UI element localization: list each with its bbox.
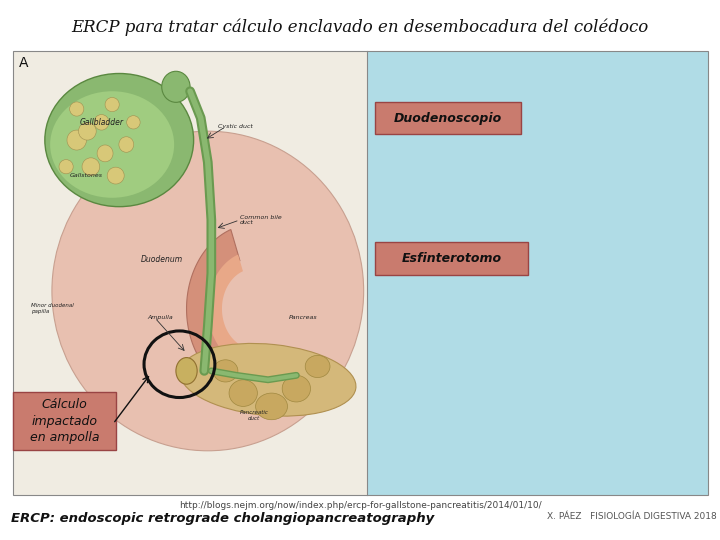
Text: Cálculo
impactado
en ampolla: Cálculo impactado en ampolla (30, 398, 99, 444)
Ellipse shape (119, 137, 134, 152)
Ellipse shape (94, 114, 109, 130)
Text: Cystic duct: Cystic duct (218, 124, 253, 129)
Ellipse shape (213, 360, 238, 382)
Text: Major duodenal
papilla: Major duodenal papilla (55, 410, 98, 421)
Text: Ampulla: Ampulla (148, 315, 174, 320)
Text: Minor duodenal
papilla: Minor duodenal papilla (31, 303, 73, 314)
Ellipse shape (82, 158, 100, 176)
Text: Pancreas: Pancreas (289, 315, 318, 320)
Ellipse shape (105, 97, 120, 112)
Text: Gallbladder: Gallbladder (79, 118, 124, 127)
Polygon shape (208, 254, 243, 363)
Text: A: A (19, 56, 28, 70)
Ellipse shape (78, 123, 96, 140)
Text: ERCP para tratar cálculo enclavado en desembocadura del colédoco: ERCP para tratar cálculo enclavado en de… (71, 19, 649, 36)
Ellipse shape (59, 160, 73, 174)
Text: http://blogs.nejm.org/now/index.php/ercp-for-gallstone-pancreatitis/2014/01/10/: http://blogs.nejm.org/now/index.php/ercp… (179, 501, 541, 510)
Ellipse shape (52, 131, 364, 451)
Text: Pancreatic
duct: Pancreatic duct (240, 410, 269, 421)
Ellipse shape (45, 73, 194, 207)
Bar (13, 51, 367, 495)
Ellipse shape (305, 355, 330, 377)
FancyBboxPatch shape (375, 242, 528, 275)
Ellipse shape (127, 116, 140, 129)
Ellipse shape (97, 145, 113, 162)
Text: Duodenum: Duodenum (140, 255, 183, 265)
Ellipse shape (282, 375, 310, 402)
Ellipse shape (50, 91, 174, 198)
FancyBboxPatch shape (375, 102, 521, 134)
Text: X. PÁEZ   FISIOLOGÍA DIGESTIVA 2018 ULA: X. PÁEZ FISIOLOGÍA DIGESTIVA 2018 ULA (547, 512, 720, 521)
Ellipse shape (229, 380, 257, 407)
Ellipse shape (176, 357, 197, 384)
Text: Gallstones: Gallstones (70, 173, 103, 178)
Ellipse shape (107, 167, 124, 184)
Ellipse shape (256, 393, 287, 420)
FancyBboxPatch shape (13, 392, 116, 450)
Ellipse shape (67, 130, 86, 150)
Ellipse shape (180, 343, 356, 416)
Text: Esfinterotomo: Esfinterotomo (402, 252, 502, 265)
Text: ERCP: endoscopic retrograde cholangiopancreatography: ERCP: endoscopic retrograde cholangiopan… (11, 512, 434, 525)
Polygon shape (186, 230, 240, 388)
Bar (13, 51, 708, 495)
Text: Common bile
duct: Common bile duct (240, 214, 282, 225)
Text: Duodenoscopio: Duodenoscopio (394, 112, 503, 125)
Ellipse shape (162, 71, 190, 103)
Bar (367, 51, 708, 495)
Ellipse shape (70, 102, 84, 116)
